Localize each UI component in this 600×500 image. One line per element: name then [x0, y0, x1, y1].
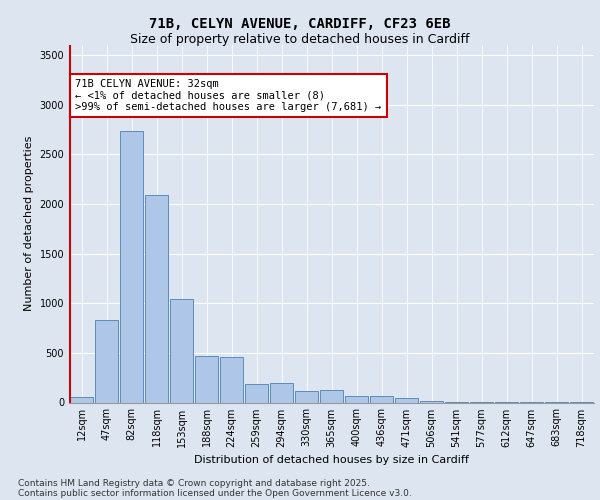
- Text: Contains public sector information licensed under the Open Government Licence v3: Contains public sector information licen…: [18, 488, 412, 498]
- Bar: [195, 356, 218, 403]
- Bar: [320, 390, 343, 402]
- Bar: [95, 320, 118, 402]
- Text: Contains HM Land Registry data © Crown copyright and database right 2025.: Contains HM Land Registry data © Crown c…: [18, 478, 370, 488]
- Text: Size of property relative to detached houses in Cardiff: Size of property relative to detached ho…: [130, 32, 470, 46]
- Bar: [170, 299, 193, 403]
- Bar: [370, 396, 393, 402]
- Bar: [270, 383, 293, 402]
- Bar: [145, 195, 168, 402]
- Text: 71B CELYN AVENUE: 32sqm
← <1% of detached houses are smaller (8)
>99% of semi-de: 71B CELYN AVENUE: 32sqm ← <1% of detache…: [75, 79, 382, 112]
- Bar: [220, 357, 243, 403]
- Bar: [120, 132, 143, 402]
- Bar: [70, 396, 93, 402]
- Bar: [395, 398, 418, 402]
- Y-axis label: Number of detached properties: Number of detached properties: [24, 136, 34, 312]
- Text: 71B, CELYN AVENUE, CARDIFF, CF23 6EB: 71B, CELYN AVENUE, CARDIFF, CF23 6EB: [149, 18, 451, 32]
- Bar: [245, 384, 268, 402]
- Bar: [295, 390, 318, 402]
- Bar: [345, 396, 368, 402]
- X-axis label: Distribution of detached houses by size in Cardiff: Distribution of detached houses by size …: [194, 455, 469, 465]
- Bar: [420, 400, 443, 402]
